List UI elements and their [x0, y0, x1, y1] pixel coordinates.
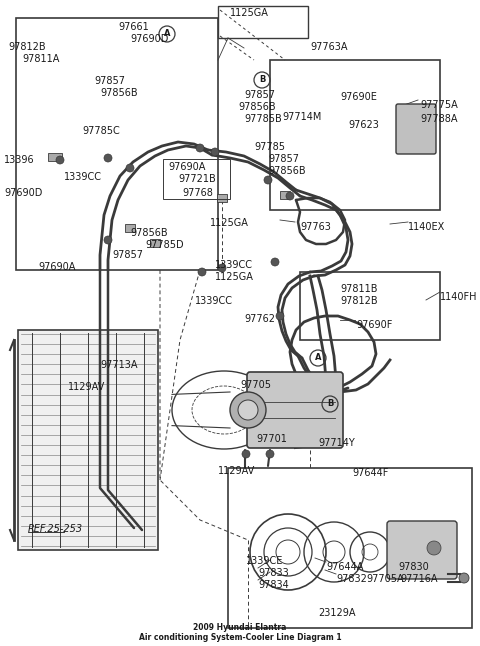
Bar	[18, 330, 158, 550]
Text: 97833: 97833	[258, 568, 289, 578]
Text: 97785B: 97785B	[244, 114, 282, 124]
Bar	[16, 18, 218, 270]
Text: 1339CC: 1339CC	[64, 172, 102, 182]
Text: 97856B: 97856B	[100, 88, 138, 98]
Bar	[48, 153, 62, 161]
Text: 97690D: 97690D	[130, 34, 168, 44]
Text: 97768: 97768	[182, 188, 213, 198]
Text: B: B	[259, 76, 265, 85]
Text: 97856B: 97856B	[238, 102, 276, 112]
Circle shape	[427, 541, 441, 555]
Circle shape	[211, 148, 219, 156]
Text: A: A	[315, 353, 321, 362]
Circle shape	[459, 573, 469, 583]
Circle shape	[230, 392, 266, 428]
Text: 1125GA: 1125GA	[230, 8, 269, 18]
Text: 97716A: 97716A	[400, 574, 437, 584]
Text: 97690A: 97690A	[168, 162, 205, 172]
Text: 97785: 97785	[254, 142, 285, 152]
Text: 97644A: 97644A	[326, 562, 363, 572]
Text: 97690D: 97690D	[4, 188, 42, 198]
Text: 97690E: 97690E	[340, 92, 377, 102]
Text: 97701: 97701	[256, 434, 287, 444]
Text: A: A	[164, 30, 170, 39]
Circle shape	[271, 258, 279, 266]
Text: 97714M: 97714M	[282, 112, 322, 122]
Circle shape	[218, 264, 226, 272]
Text: 97811B: 97811B	[340, 284, 377, 294]
Text: 97623: 97623	[348, 120, 379, 130]
Text: B: B	[327, 399, 333, 408]
Text: 97788A: 97788A	[420, 114, 457, 124]
Text: 97763A: 97763A	[310, 42, 348, 52]
Bar	[125, 224, 135, 232]
Circle shape	[286, 192, 294, 200]
FancyBboxPatch shape	[387, 521, 457, 579]
FancyBboxPatch shape	[247, 372, 343, 448]
Circle shape	[266, 450, 274, 458]
Text: 1140EX: 1140EX	[408, 222, 445, 232]
Text: 1339CE: 1339CE	[246, 556, 283, 566]
Text: 97705A: 97705A	[366, 574, 404, 584]
Text: 2009 Hyundai Elantra
Air conditioning System-Cooler Line Diagram 1: 2009 Hyundai Elantra Air conditioning Sy…	[139, 623, 341, 642]
Text: 97763: 97763	[300, 222, 331, 232]
Text: 97856B: 97856B	[130, 228, 168, 238]
Bar	[218, 6, 308, 38]
Text: 97690A: 97690A	[38, 262, 75, 272]
Circle shape	[126, 164, 134, 172]
Text: 97705: 97705	[240, 380, 271, 390]
Text: 97812B: 97812B	[8, 42, 46, 52]
Text: 97832: 97832	[336, 574, 367, 584]
Text: 97812B: 97812B	[340, 296, 378, 306]
Bar	[300, 272, 440, 340]
Bar	[270, 60, 440, 210]
Circle shape	[56, 156, 64, 164]
Text: 97856B: 97856B	[268, 166, 306, 176]
Circle shape	[104, 236, 112, 244]
Text: 1339CC: 1339CC	[195, 296, 233, 306]
Text: 97857: 97857	[94, 76, 125, 86]
Circle shape	[242, 450, 250, 458]
Text: REF.25-253: REF.25-253	[28, 524, 83, 534]
Text: 23129A: 23129A	[318, 608, 356, 618]
Text: 97714Y: 97714Y	[318, 438, 355, 448]
Text: 1125GA: 1125GA	[210, 218, 249, 228]
FancyBboxPatch shape	[396, 104, 436, 154]
Bar	[150, 239, 160, 247]
Circle shape	[198, 268, 206, 276]
Text: 97830: 97830	[398, 562, 429, 572]
Text: 1140FH: 1140FH	[440, 292, 478, 302]
Text: 97834: 97834	[258, 580, 289, 590]
Text: 97785D: 97785D	[145, 240, 184, 250]
Text: 1125GA: 1125GA	[215, 272, 254, 282]
Circle shape	[196, 144, 204, 152]
Text: 1339CC: 1339CC	[215, 260, 253, 270]
Text: 97775A: 97775A	[420, 100, 458, 110]
Text: 97690F: 97690F	[356, 320, 392, 330]
Circle shape	[276, 312, 284, 320]
Text: 97857: 97857	[268, 154, 299, 164]
Text: 97785C: 97785C	[82, 126, 120, 136]
Bar	[280, 191, 290, 199]
Text: 1129AV: 1129AV	[218, 466, 255, 476]
Bar	[217, 194, 227, 202]
Bar	[228, 468, 472, 628]
Circle shape	[104, 154, 112, 162]
Text: 97857: 97857	[112, 250, 143, 260]
Circle shape	[238, 400, 258, 420]
Text: 97811A: 97811A	[22, 54, 60, 64]
Text: 13396: 13396	[4, 155, 35, 165]
Text: 97762: 97762	[244, 314, 275, 324]
Text: 97661: 97661	[118, 22, 149, 32]
Text: 97644F: 97644F	[352, 468, 388, 478]
Text: 97857: 97857	[244, 90, 275, 100]
Circle shape	[264, 176, 272, 184]
Text: 97713A: 97713A	[100, 360, 137, 370]
Text: 97721B: 97721B	[178, 174, 216, 184]
Text: 1129AV: 1129AV	[68, 382, 105, 392]
